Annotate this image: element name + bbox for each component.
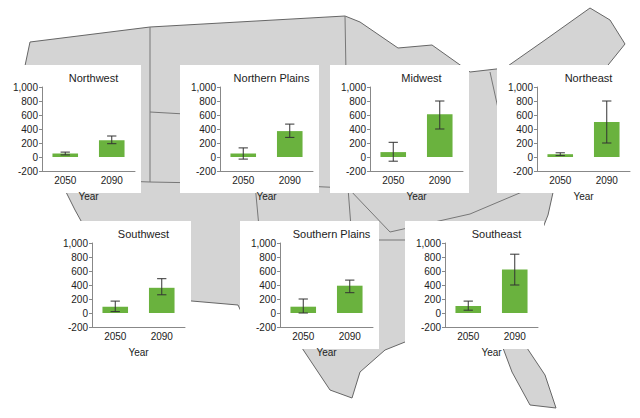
svg-text:200: 200: [349, 138, 366, 149]
svg-text:2090: 2090: [596, 175, 619, 186]
svg-text:200: 200: [21, 138, 38, 149]
svg-text:Northwest: Northwest: [69, 72, 119, 84]
svg-text:2050: 2050: [549, 175, 572, 186]
svg-text:Northern Plains: Northern Plains: [234, 72, 310, 84]
svg-text:1,000: 1,000: [508, 82, 533, 93]
svg-text:Southwest: Southwest: [118, 228, 169, 240]
svg-text:-200: -200: [513, 166, 533, 177]
svg-text:1,000: 1,000: [251, 238, 276, 249]
svg-text:800: 800: [21, 96, 38, 107]
svg-text:800: 800: [199, 96, 216, 107]
svg-text:1,000: 1,000: [63, 238, 88, 249]
svg-text:2050: 2050: [382, 175, 405, 186]
svg-text:0: 0: [270, 308, 276, 319]
svg-text:400: 400: [424, 280, 441, 291]
svg-text:200: 200: [199, 138, 216, 149]
svg-text:400: 400: [71, 280, 88, 291]
svg-text:400: 400: [349, 124, 366, 135]
svg-text:2090: 2090: [279, 175, 302, 186]
svg-text:0: 0: [82, 308, 88, 319]
svg-text:2050: 2050: [292, 331, 315, 342]
svg-text:Year: Year: [481, 347, 502, 358]
svg-text:0: 0: [360, 152, 366, 163]
svg-text:1,000: 1,000: [13, 82, 38, 93]
svg-text:600: 600: [349, 110, 366, 121]
svg-text:-200: -200: [346, 166, 366, 177]
svg-text:Southern Plains: Southern Plains: [293, 228, 371, 240]
svg-text:Northeast: Northeast: [565, 72, 613, 84]
svg-text:1,000: 1,000: [416, 238, 441, 249]
svg-text:0: 0: [32, 152, 38, 163]
svg-text:Year: Year: [316, 347, 337, 358]
svg-text:Year: Year: [78, 191, 99, 202]
svg-text:-200: -200: [68, 322, 88, 333]
svg-text:-200: -200: [18, 166, 38, 177]
svg-text:0: 0: [435, 308, 441, 319]
svg-text:2050: 2050: [54, 175, 77, 186]
svg-text:Year: Year: [256, 191, 277, 202]
svg-text:2090: 2090: [339, 331, 362, 342]
svg-text:600: 600: [424, 266, 441, 277]
svg-text:800: 800: [259, 252, 276, 263]
svg-text:-200: -200: [196, 166, 216, 177]
svg-text:800: 800: [349, 96, 366, 107]
svg-text:2090: 2090: [504, 331, 527, 342]
svg-text:200: 200: [516, 138, 533, 149]
svg-text:400: 400: [21, 124, 38, 135]
svg-text:400: 400: [516, 124, 533, 135]
svg-text:200: 200: [259, 294, 276, 305]
svg-text:0: 0: [527, 152, 533, 163]
svg-text:400: 400: [199, 124, 216, 135]
svg-text:200: 200: [71, 294, 88, 305]
svg-text:2050: 2050: [104, 331, 127, 342]
svg-text:400: 400: [259, 280, 276, 291]
svg-text:Year: Year: [573, 191, 594, 202]
svg-text:800: 800: [424, 252, 441, 263]
svg-text:2090: 2090: [429, 175, 452, 186]
svg-text:600: 600: [199, 110, 216, 121]
svg-text:Year: Year: [128, 347, 149, 358]
svg-text:-200: -200: [421, 322, 441, 333]
svg-text:0: 0: [210, 152, 216, 163]
svg-text:600: 600: [259, 266, 276, 277]
svg-text:2050: 2050: [457, 331, 480, 342]
svg-text:1,000: 1,000: [341, 82, 366, 93]
svg-text:2090: 2090: [151, 331, 174, 342]
svg-text:600: 600: [21, 110, 38, 121]
svg-text:Year: Year: [406, 191, 427, 202]
svg-text:-200: -200: [256, 322, 276, 333]
svg-text:1,000: 1,000: [191, 82, 216, 93]
svg-text:2090: 2090: [101, 175, 124, 186]
svg-text:2050: 2050: [232, 175, 255, 186]
svg-text:200: 200: [424, 294, 441, 305]
svg-text:800: 800: [71, 252, 88, 263]
svg-text:Southeast: Southeast: [472, 228, 522, 240]
svg-text:Midwest: Midwest: [401, 72, 441, 84]
svg-text:600: 600: [516, 110, 533, 121]
svg-text:800: 800: [516, 96, 533, 107]
svg-text:600: 600: [71, 266, 88, 277]
